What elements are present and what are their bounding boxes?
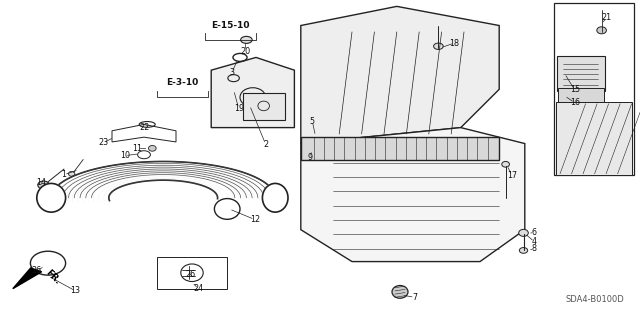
FancyBboxPatch shape <box>557 56 605 91</box>
Text: 10: 10 <box>120 151 130 160</box>
Text: 8: 8 <box>532 244 537 253</box>
Text: 12: 12 <box>250 215 260 224</box>
Polygon shape <box>556 102 632 175</box>
Text: 21: 21 <box>602 13 612 22</box>
Text: 14: 14 <box>36 178 47 187</box>
Text: 19: 19 <box>234 104 244 113</box>
Polygon shape <box>211 57 294 128</box>
Text: 7: 7 <box>412 293 417 302</box>
Text: 17: 17 <box>507 171 517 180</box>
Text: 9: 9 <box>308 153 313 162</box>
Ellipse shape <box>37 183 65 212</box>
Text: 6: 6 <box>532 228 537 237</box>
FancyBboxPatch shape <box>558 88 604 103</box>
Text: 15: 15 <box>570 85 580 94</box>
Text: 4: 4 <box>532 237 537 246</box>
Ellipse shape <box>262 183 288 212</box>
FancyBboxPatch shape <box>243 93 285 120</box>
Ellipse shape <box>519 229 528 236</box>
Ellipse shape <box>148 145 156 151</box>
Ellipse shape <box>502 161 509 167</box>
Polygon shape <box>301 128 525 262</box>
Text: 26: 26 <box>185 270 195 279</box>
Bar <box>554 3 634 175</box>
Text: 11: 11 <box>132 144 143 153</box>
Ellipse shape <box>38 181 49 189</box>
Ellipse shape <box>434 43 444 49</box>
Ellipse shape <box>68 171 75 176</box>
Text: 23: 23 <box>99 138 109 147</box>
Text: 13: 13 <box>70 286 81 295</box>
Ellipse shape <box>596 27 606 34</box>
Text: 2: 2 <box>263 140 268 149</box>
Text: 20: 20 <box>241 47 251 56</box>
Text: SDA4-B0100D: SDA4-B0100D <box>566 295 625 304</box>
Text: 26: 26 <box>31 266 42 275</box>
FancyBboxPatch shape <box>301 137 499 160</box>
Polygon shape <box>13 268 42 289</box>
Bar <box>157 257 227 289</box>
Text: E-15-10: E-15-10 <box>211 21 250 30</box>
Text: 5: 5 <box>310 117 315 126</box>
Ellipse shape <box>241 36 252 43</box>
Ellipse shape <box>520 248 527 253</box>
Text: FR.: FR. <box>44 269 61 286</box>
Text: 3: 3 <box>229 68 234 77</box>
Text: E-3-10: E-3-10 <box>166 78 198 87</box>
Text: 16: 16 <box>570 98 580 107</box>
Polygon shape <box>301 6 499 144</box>
Ellipse shape <box>392 286 408 298</box>
Text: 22: 22 <box>139 123 149 132</box>
Text: 1: 1 <box>61 170 67 179</box>
Text: 18: 18 <box>449 39 460 48</box>
Text: 24: 24 <box>193 284 204 293</box>
